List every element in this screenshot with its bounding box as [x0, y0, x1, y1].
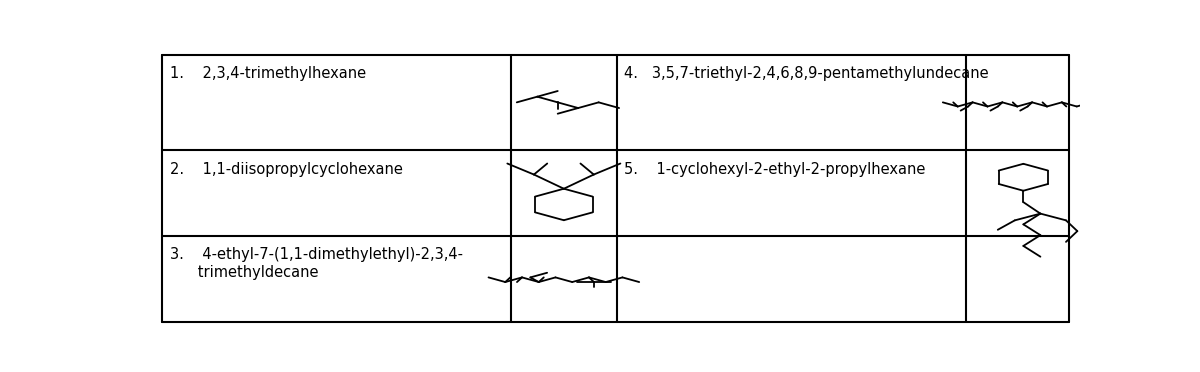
Text: 4.   3,5,7-triethyl-2,4,6,8,9-pentamethylundecane: 4. 3,5,7-triethyl-2,4,6,8,9-pentamethylu… — [624, 66, 989, 81]
Text: 3.    4-ethyl-7-(1,1-dimethylethyl)-2,3,4-
      trimethyldecane: 3. 4-ethyl-7-(1,1-dimethylethyl)-2,3,4- … — [169, 247, 462, 280]
Text: 2.    1,1-diisopropylcyclohexane: 2. 1,1-diisopropylcyclohexane — [169, 161, 402, 176]
Text: 5.    1-cyclohexyl-2-ethyl-2-propylhexane: 5. 1-cyclohexyl-2-ethyl-2-propylhexane — [624, 161, 925, 176]
Text: 1.    2,3,4-trimethylhexane: 1. 2,3,4-trimethylhexane — [169, 66, 366, 81]
